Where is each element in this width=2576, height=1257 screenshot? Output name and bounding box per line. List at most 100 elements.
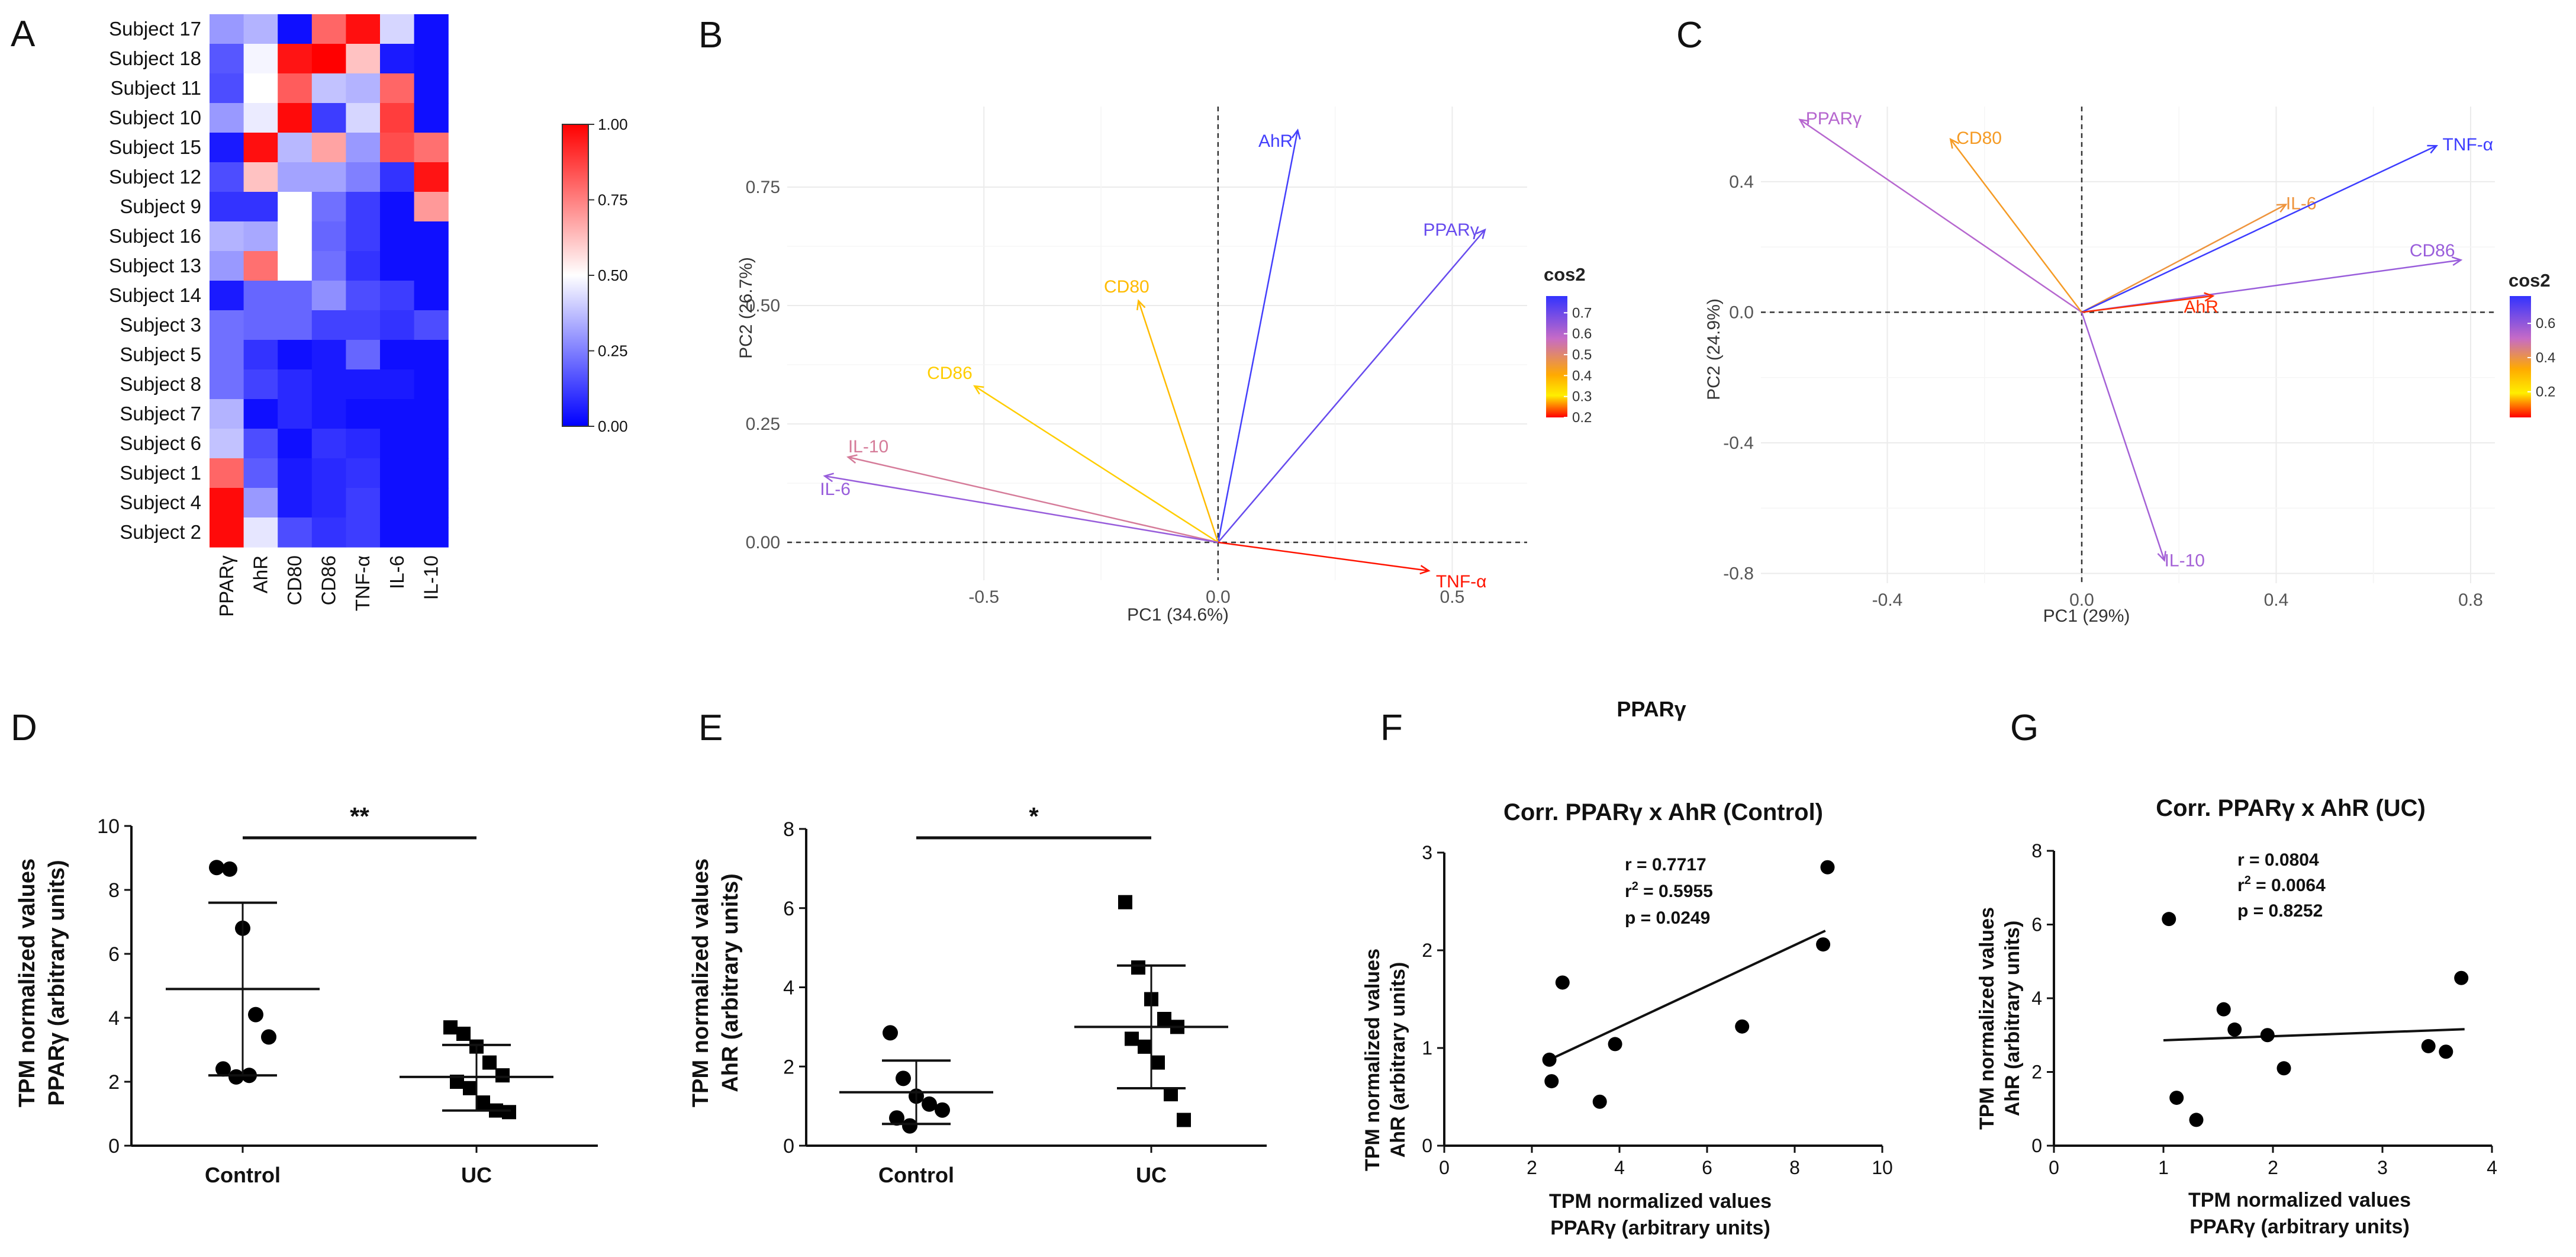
heatmap-cell (210, 369, 244, 400)
f-point (1608, 1037, 1622, 1052)
g-point (2169, 1091, 2184, 1105)
heatmap-cell (380, 133, 415, 163)
heatmap-cell (346, 251, 381, 281)
heatmap-cell (311, 192, 346, 222)
f-stat-r2: r2 = 0.5955 (1625, 880, 1713, 901)
f-y-label-line1: TPM normalized values (1361, 949, 1384, 1171)
g-stat-p: p = 0.8252 (2237, 901, 2323, 921)
heatmap-cell (278, 14, 313, 44)
panel-b-pca-biplot: AhR PPARγ CD80 CD86 IL-10 IL-6 TNF-α -0.5 0.0 0.… (736, 107, 1592, 625)
heatmap-cell (243, 517, 278, 548)
colorbar-ticks: 1.00 0.75 0.50 0.25 0.00 (588, 115, 628, 435)
c-vector-label: CD80 (1956, 128, 2002, 148)
c-vector-label: CD86 (2410, 241, 2455, 261)
b-vector-arrowhead (846, 454, 858, 464)
heatmap-row-label: Subject 14 (109, 284, 201, 306)
heatmap-cell (380, 429, 415, 459)
d-point (476, 1095, 490, 1110)
heatmap-cell (210, 73, 244, 104)
heatmap-cell (346, 133, 381, 163)
heatmap-cell (380, 73, 415, 104)
heatmap-row-label: Subject 1 (120, 462, 201, 484)
heatmap-cell (414, 44, 449, 74)
b-plot-area (787, 107, 1527, 580)
e-point (1177, 1113, 1191, 1127)
b-vector-0 (1217, 130, 1299, 543)
d-point (261, 1029, 276, 1045)
heatmap-cell (414, 429, 449, 459)
b-vector-label: TNF-α (1436, 572, 1487, 591)
heatmap-cell (210, 399, 244, 429)
heatmap-cell (278, 340, 313, 370)
g-x-label-line1: TPM normalized values (2188, 1189, 2411, 1211)
heatmap-cell (243, 310, 278, 340)
heatmap-cell (380, 340, 415, 370)
b-vector-label: IL-10 (848, 437, 888, 456)
heatmap-cell (311, 162, 346, 192)
heatmap-cell (311, 221, 346, 252)
panel-letters: A B C D E F G (11, 14, 2039, 748)
heatmap-column-labels: PPARγ AhR CD80 CD86 TNF-α IL-6 IL-10 (215, 555, 442, 617)
heatmap-row-label: Subject 4 (120, 491, 201, 513)
e-x-tick-label: UC (1136, 1163, 1167, 1187)
heatmap-cell (243, 488, 278, 518)
e-x-tick-label: Control (878, 1163, 954, 1187)
f-stat-p: p = 0.0249 (1625, 908, 1710, 928)
heatmap-cell (210, 192, 244, 222)
heatmap-cell (243, 14, 278, 44)
heatmap-cell (346, 399, 381, 429)
heatmap-cell (346, 369, 381, 400)
c-legend-title: cos2 (2509, 270, 2551, 291)
b-vector-4 (848, 456, 1219, 544)
e-point (896, 1070, 911, 1086)
heatmap-cell (311, 429, 346, 459)
e-point (889, 1110, 904, 1126)
panel-e-dot-plot: 0 2 4 6 8 Control UC * TPM normalized values A… (688, 802, 1267, 1187)
heatmap-cell (380, 281, 415, 311)
c-vector-arrowhead (1798, 118, 1809, 128)
g-y-label-line2: AhR (arbitrary units) (2001, 921, 2024, 1117)
heatmap-cell (278, 133, 313, 163)
heatmap-row-label: Subject 11 (111, 77, 202, 99)
heatmap-cell (414, 103, 449, 133)
b-legend-tick-label: 0.2 (1572, 410, 1592, 426)
heatmap-cell (346, 73, 381, 104)
b-x-tick-label: -0.5 (968, 587, 999, 607)
c-legend-gradient (2510, 296, 2531, 417)
heatmap-cell (311, 251, 346, 281)
b-grid (787, 107, 1527, 580)
b-vector-arrowhead (823, 472, 835, 483)
f-regression-line (1548, 930, 1826, 1061)
c-vector-arrowhead (2451, 256, 2463, 266)
heatmap-cell (243, 458, 278, 488)
colorbar-tick-label: 0.75 (598, 191, 628, 209)
heatmap-cell (380, 310, 415, 340)
heatmap-cell (243, 429, 278, 459)
c-vector-arrowhead (2276, 204, 2288, 213)
c-vectors: PPARγ CD80 IL-6 TNF-α CD86 AhR IL-10 (1798, 109, 2493, 570)
e-y-tick-label: 0 (783, 1135, 794, 1158)
g-y-tick-label: 8 (2031, 840, 2042, 861)
heatmap-row-label: Subject 5 (120, 343, 201, 365)
c-vector-1 (1950, 139, 2082, 313)
heatmap-cell (380, 458, 415, 488)
heatmap-cell (414, 14, 449, 44)
d-x-tick-label: UC (461, 1163, 492, 1187)
d-y-tick-label: 8 (108, 879, 120, 902)
c-vector-5 (2081, 295, 2213, 313)
e-point (935, 1102, 950, 1118)
heatmap-cell (210, 251, 244, 281)
e-point (1131, 960, 1145, 975)
panel-letter-c: C (1676, 15, 1703, 56)
heatmap-row-label: Subject 13 (109, 255, 201, 277)
heatmap-cell (380, 251, 415, 281)
b-vector-6 (1218, 541, 1429, 572)
heatmap-cell (380, 192, 415, 222)
b-legend-ticks: 0.7 0.6 0.5 0.4 0.3 0.2 (1564, 305, 1592, 426)
g-x-label-line2: PPARγ (arbitrary units) (2189, 1216, 2410, 1238)
c-vector-label: PPARγ (1806, 109, 1862, 128)
c-vector-arrowhead (2427, 144, 2439, 154)
colorbar-tick-label: 0.00 (598, 417, 628, 435)
